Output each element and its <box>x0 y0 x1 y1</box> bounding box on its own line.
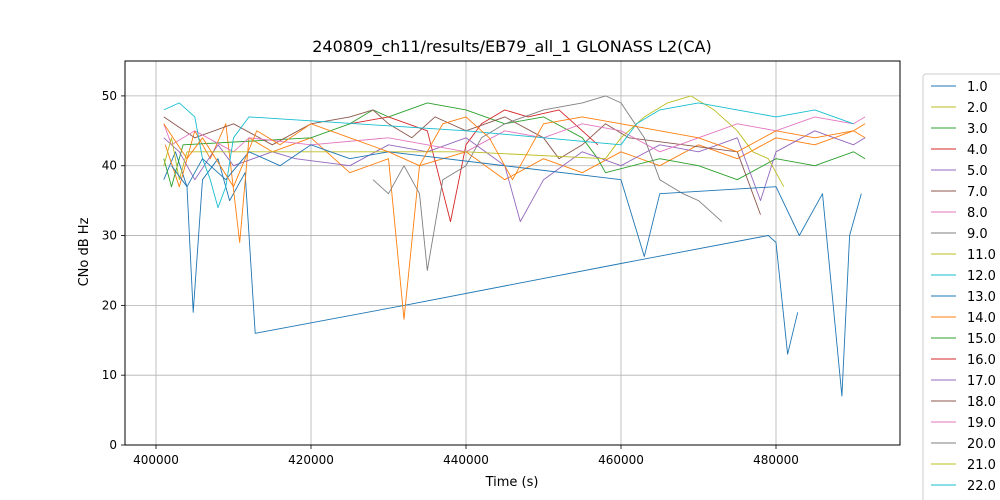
series-line-9-0 <box>372 95 723 271</box>
legend-items: 1.0 2.0 3.0 4.0 5.0 7.0 8.0 9.0 11.0 12.0 13.0 14.0… <box>931 80 996 494</box>
y-tick-label: 30 <box>102 229 117 243</box>
legend-label: 11.0 <box>967 248 996 263</box>
y-axis-ticks: 0 10 20 30 40 50 <box>102 89 125 452</box>
legend-box <box>922 73 1000 500</box>
legend-label: 7.0 <box>967 185 988 200</box>
legend-label: 22.0 <box>967 479 996 494</box>
legend-label: 1.0 <box>967 80 988 95</box>
series-line-11-0 <box>163 95 785 187</box>
legend-label: 9.0 <box>967 227 988 242</box>
chart-title: 240809_ch11/results/EB79_all_1 GLONASS L… <box>312 37 712 57</box>
series-layer <box>163 95 866 397</box>
legend-label: 13.0 <box>967 290 996 305</box>
y-tick-label: 50 <box>102 89 117 103</box>
series-line-7-0 <box>163 109 761 215</box>
legend-label: 17.0 <box>967 374 996 389</box>
x-axis-ticks: 400000 420000 440000 460000 480000 <box>133 445 799 467</box>
y-tick-label: 40 <box>102 159 117 173</box>
plot-background <box>125 61 900 445</box>
legend-label: 18.0 <box>967 395 996 410</box>
y-tick-label: 10 <box>102 368 117 382</box>
x-tick-label: 440000 <box>443 453 489 467</box>
legend-label: 4.0 <box>967 143 988 158</box>
grid-lines <box>125 61 900 446</box>
series-line-4-0 <box>349 109 599 223</box>
y-tick-label: 0 <box>109 438 117 452</box>
plot-area: 400000 420000 440000 460000 480000 0 10 20 30 40… <box>102 60 901 467</box>
legend-label: 12.0 <box>967 269 996 284</box>
x-tick-label: 480000 <box>753 453 799 467</box>
x-tick-label: 460000 <box>598 453 644 467</box>
series-line-1-0 <box>163 151 799 355</box>
series-line-5-0 <box>163 130 866 223</box>
legend-label: 20.0 <box>967 437 996 452</box>
legend-label: 2.0 <box>967 101 988 116</box>
legend-label: 19.0 <box>967 416 996 431</box>
legend-label: 16.0 <box>967 353 996 368</box>
series-line-12-0 <box>163 102 854 209</box>
series-line-3-0 <box>163 102 866 188</box>
x-tick-label: 420000 <box>288 453 334 467</box>
y-axis-label: CNo dB Hz <box>77 217 92 286</box>
legend: 1.0 2.0 3.0 4.0 5.0 7.0 8.0 9.0 11.0 12.0 13.0 14.0… <box>922 73 1000 500</box>
legend-label: 14.0 <box>967 311 996 326</box>
legend-label: 21.0 <box>967 458 996 473</box>
x-tick-label: 400000 <box>133 453 179 467</box>
legend-label: 8.0 <box>967 206 988 221</box>
x-axis-label: Time (s) <box>485 475 539 490</box>
legend-label: 15.0 <box>967 332 996 347</box>
legend-label: 5.0 <box>967 164 988 179</box>
y-tick-label: 20 <box>102 298 117 312</box>
series-line-14-0 <box>163 116 866 188</box>
legend-label: 3.0 <box>967 122 988 137</box>
plot-frame <box>124 60 901 446</box>
